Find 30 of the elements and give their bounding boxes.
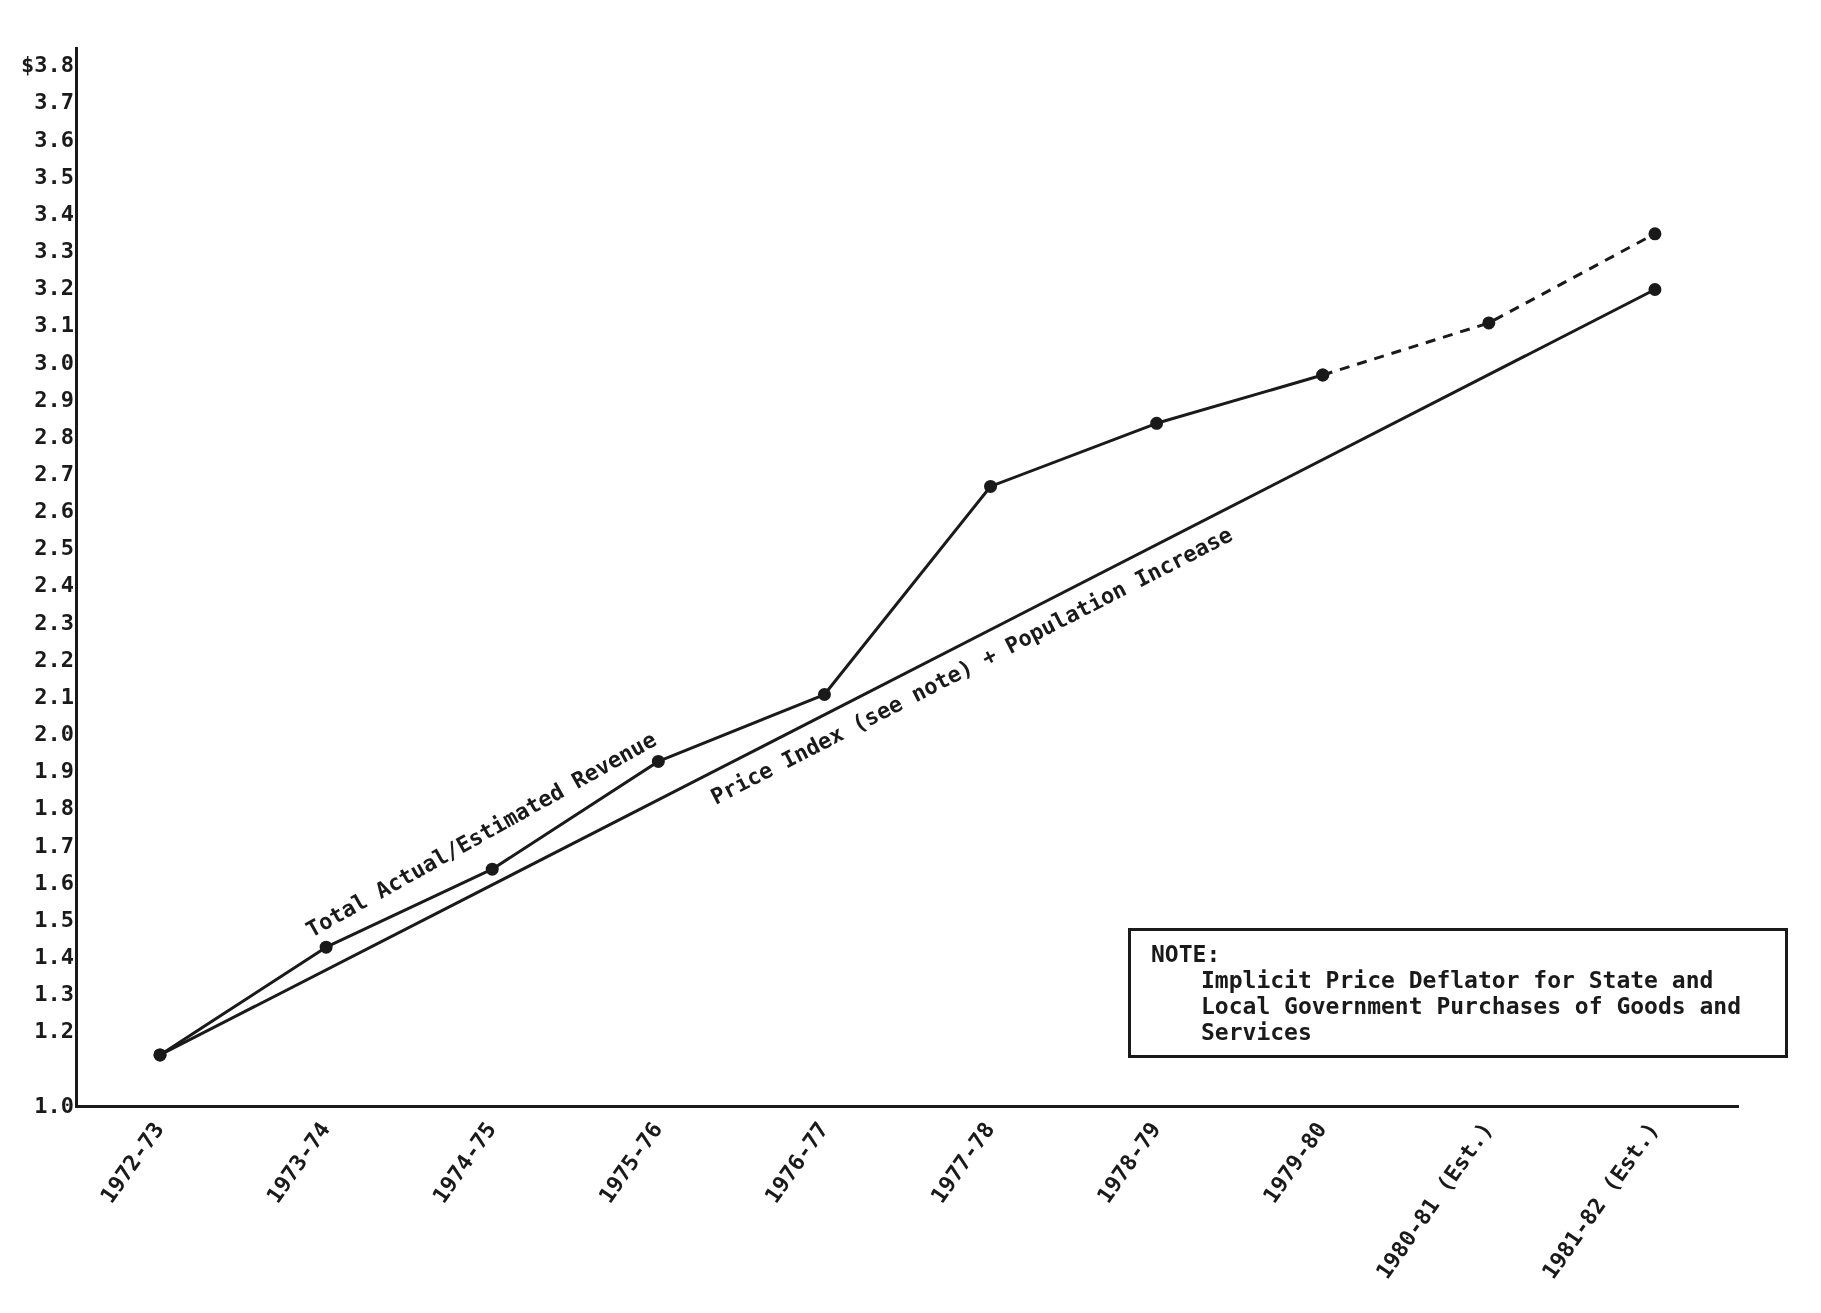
y-tick-label: 3.3: [34, 238, 74, 264]
y-tick-label: 2.5: [34, 535, 74, 561]
y-tick-label: 3.0: [34, 349, 74, 375]
y-tick-label: 2.4: [34, 572, 74, 598]
y-tick-label: $3.8: [21, 52, 74, 78]
y-tick-label: 1.3: [34, 981, 74, 1007]
y-tick-label: 3.4: [34, 200, 74, 226]
y-tick-label: 3.2: [34, 275, 74, 301]
y-tick-label: 2.0: [34, 721, 74, 747]
y-tick-label: 2.2: [34, 646, 74, 672]
y-tick-label: 3.6: [34, 126, 74, 152]
y-tick-label: 2.6: [34, 498, 74, 524]
note-box: NOTE: Implicit Price Deflator for State and Local Government Purchases of Goods and Services: [1128, 928, 1788, 1058]
y-tick-label: 1.0: [34, 1092, 74, 1118]
y-tick-label: 1.9: [34, 758, 74, 784]
y-tick-label: 2.9: [34, 386, 74, 412]
y-tick-label: 1.2: [34, 1018, 74, 1044]
y-tick-label: 2.1: [34, 683, 74, 709]
y-tick-label: 1.7: [34, 832, 74, 858]
y-tick-label: 1.8: [34, 795, 74, 821]
y-tick-label: 3.1: [34, 312, 74, 338]
y-tick-label: 2.8: [34, 423, 74, 449]
y-tick-label: 2.7: [34, 461, 74, 487]
y-tick-label: 1.6: [34, 869, 74, 895]
annotation: NOTE: Implicit Price Deflator for State and Local Government Purchases of Goods and Services: [1151, 941, 1743, 1045]
y-tick-label: 3.5: [34, 163, 74, 189]
y-tick-label: 1.4: [34, 944, 74, 970]
y-tick-label: 2.3: [34, 609, 74, 635]
y-tick-label: 3.7: [34, 89, 74, 115]
y-tick-label: 1.5: [34, 906, 74, 932]
